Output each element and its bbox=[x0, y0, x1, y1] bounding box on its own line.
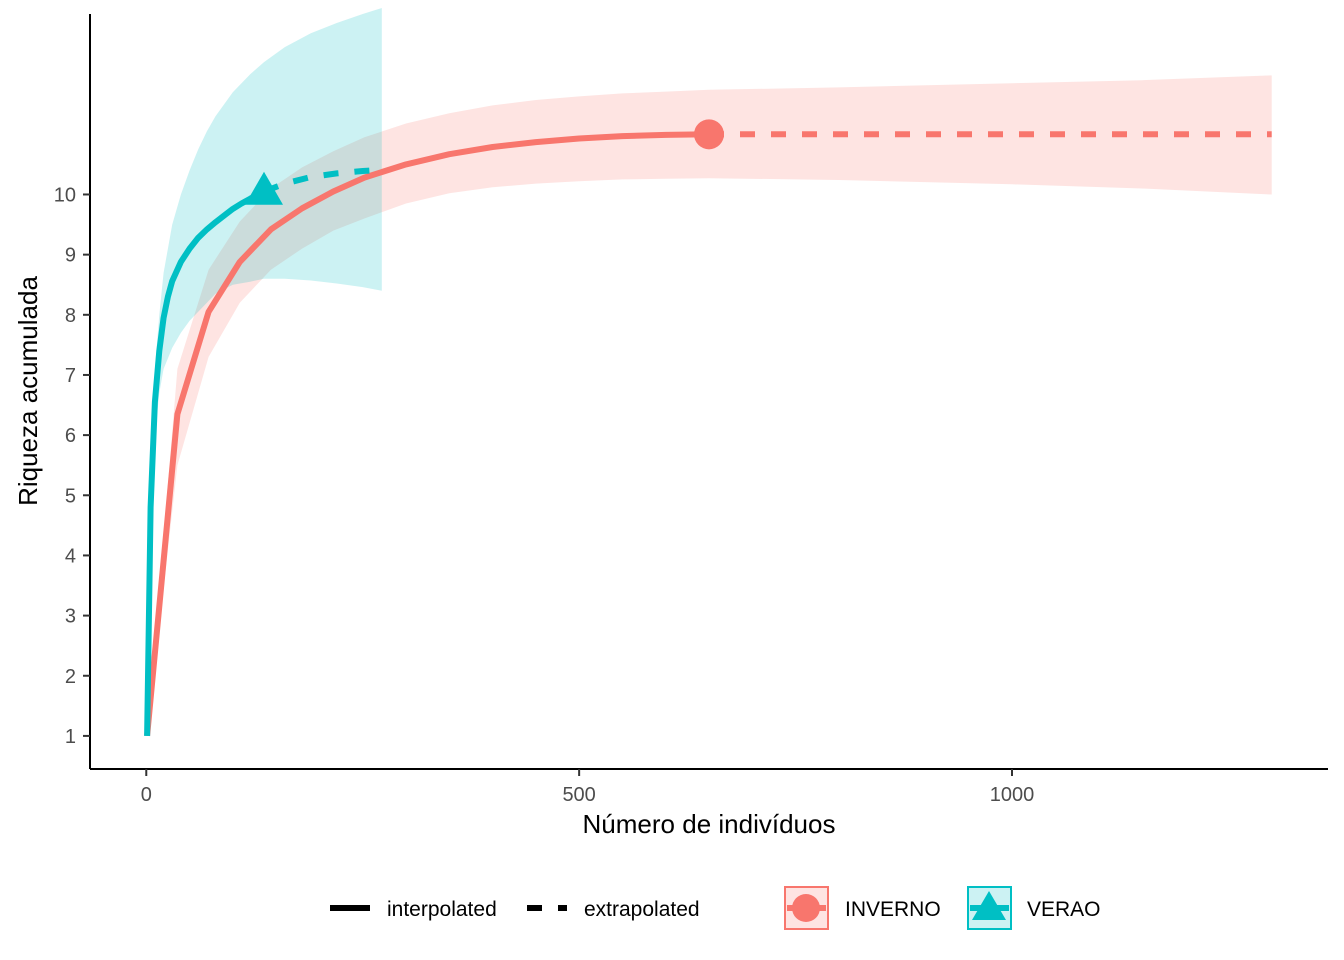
x-tick-label: 500 bbox=[562, 784, 595, 806]
series-lines bbox=[144, 131, 1272, 737]
ci-ribbon-verao bbox=[147, 8, 382, 736]
line-extrapolated-verao bbox=[262, 166, 382, 195]
legend-item-extrapolated: extrapolated bbox=[527, 898, 700, 921]
x-axis-title: Número de indivíduos bbox=[583, 809, 836, 839]
ci-ribbon-inverno bbox=[147, 75, 1272, 736]
y-tick-label: 3 bbox=[65, 606, 76, 628]
legend-label-extrapolated: extrapolated bbox=[584, 898, 700, 921]
y-tick-label: 10 bbox=[54, 184, 76, 206]
legend-key-inverno-marker bbox=[792, 894, 820, 922]
legend: interpolated extrapolated INVERNO VERAO bbox=[330, 886, 1101, 930]
x-tick-label: 1000 bbox=[990, 784, 1035, 806]
observed-point-verao bbox=[245, 171, 283, 205]
line-interpolated-inverno bbox=[144, 131, 710, 737]
observed-point-inverno bbox=[694, 119, 724, 150]
y-axis-title: Riqueza acumulada bbox=[13, 276, 43, 506]
legend-item-inverno: INVERNO bbox=[784, 886, 941, 930]
legend-label-interpolated: interpolated bbox=[387, 898, 497, 921]
y-tick-label: 5 bbox=[65, 485, 76, 507]
y-tick-label: 9 bbox=[65, 245, 76, 267]
legend-item-verao: VERAO bbox=[967, 886, 1101, 930]
legend-key-verao-marker bbox=[972, 891, 1006, 920]
legend-label-verao: VERAO bbox=[1027, 898, 1101, 921]
y-tick-label: 6 bbox=[65, 425, 76, 447]
axes: 0 500 1000 1 2 3 4 5 6 7 8 9 10 bbox=[54, 14, 1328, 806]
x-tick-label: 0 bbox=[141, 784, 152, 806]
y-ticks: 1 2 3 4 5 6 7 8 9 10 bbox=[54, 184, 90, 748]
confidence-ribbons bbox=[147, 8, 1272, 736]
legend-item-interpolated: interpolated bbox=[330, 898, 497, 921]
y-tick-label: 4 bbox=[65, 545, 76, 567]
observed-markers bbox=[245, 119, 724, 205]
y-tick-label: 7 bbox=[65, 365, 76, 387]
y-tick-label: 2 bbox=[65, 666, 76, 688]
x-ticks: 0 500 1000 bbox=[141, 769, 1035, 806]
line-interpolated-verao bbox=[144, 188, 266, 736]
y-tick-label: 1 bbox=[65, 726, 76, 748]
legend-label-inverno: INVERNO bbox=[845, 898, 941, 921]
y-tick-label: 8 bbox=[65, 305, 76, 327]
